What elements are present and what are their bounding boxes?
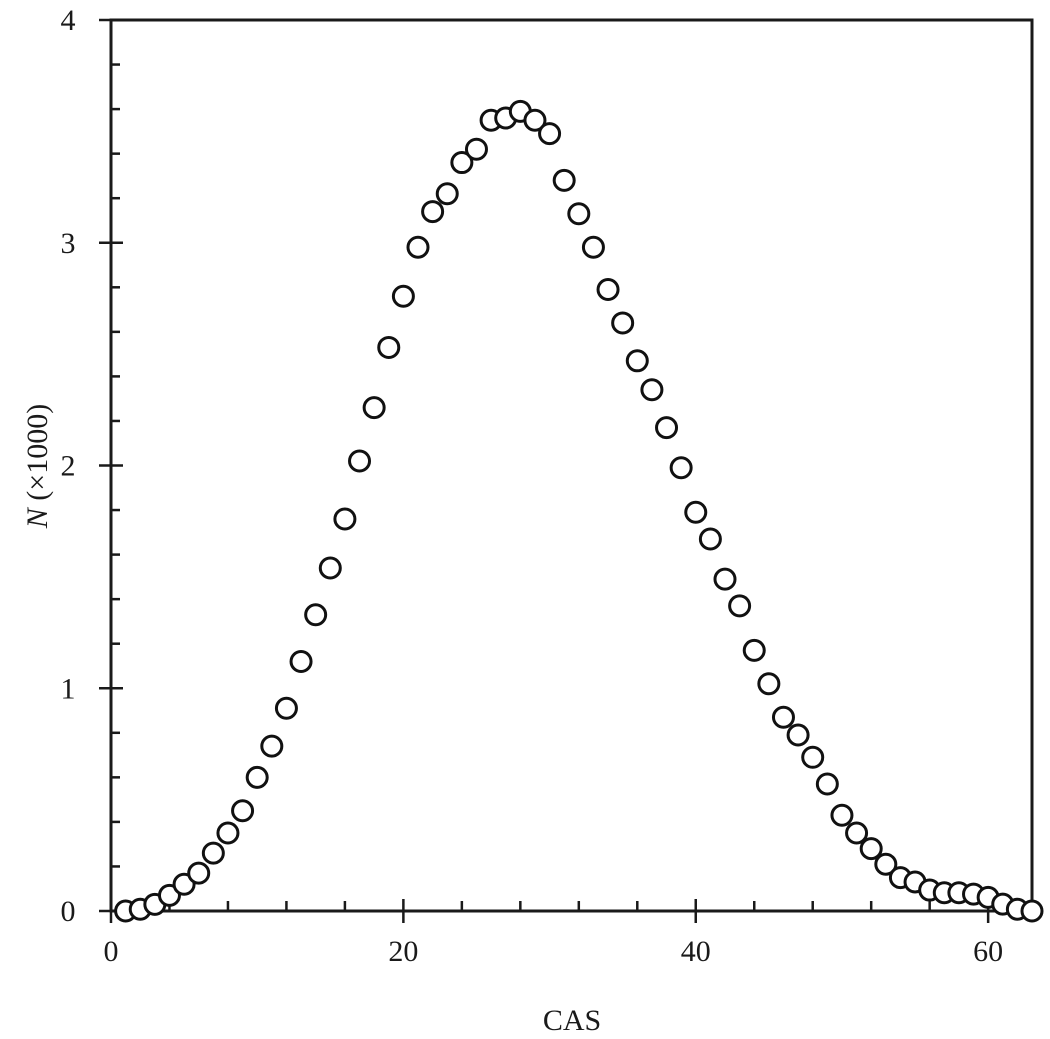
x-tick-label: 60 bbox=[973, 935, 1003, 968]
data-point-marker bbox=[669, 456, 693, 480]
y-tick-label: 2 bbox=[61, 450, 76, 483]
y-axis-title-unit: (×1000) bbox=[21, 404, 54, 508]
data-point-marker bbox=[1020, 899, 1044, 923]
data-point-marker bbox=[391, 284, 415, 308]
x-tick-label: 40 bbox=[681, 935, 711, 968]
data-point-marker bbox=[406, 235, 430, 259]
data-point-marker bbox=[874, 852, 898, 876]
data-point-marker bbox=[655, 416, 679, 440]
data-point-marker bbox=[245, 765, 269, 789]
data-point-marker bbox=[713, 567, 737, 591]
data-point-marker bbox=[611, 311, 635, 335]
y-tick-label: 4 bbox=[61, 4, 76, 37]
x-tick-label: 0 bbox=[104, 935, 119, 968]
data-point-marker bbox=[698, 527, 722, 551]
data-point-marker bbox=[728, 594, 752, 618]
y-tick-label: 1 bbox=[61, 672, 76, 705]
data-point-marker bbox=[684, 500, 708, 524]
data-point-marker bbox=[625, 349, 649, 373]
data-point-marker bbox=[830, 803, 854, 827]
data-point-marker bbox=[757, 672, 781, 696]
x-tick-label: 20 bbox=[388, 935, 418, 968]
data-point-marker bbox=[464, 137, 488, 161]
data-point-marker bbox=[435, 182, 459, 206]
data-point-marker bbox=[304, 603, 328, 627]
x-axis-ticks: 0 20 40 60 bbox=[104, 899, 1003, 968]
data-point-marker bbox=[231, 799, 255, 823]
data-point-marker bbox=[201, 841, 225, 865]
data-point-marker bbox=[742, 638, 766, 662]
data-point-marker bbox=[289, 650, 313, 674]
data-point-marker bbox=[538, 122, 562, 146]
data-point-marker bbox=[421, 200, 445, 224]
data-point-marker bbox=[348, 449, 372, 473]
data-point-marker bbox=[815, 772, 839, 796]
data-point-marker bbox=[450, 151, 474, 175]
data-point-marker bbox=[318, 556, 342, 580]
data-point-marker bbox=[596, 278, 620, 302]
data-point-marker bbox=[567, 202, 591, 226]
y-tick-label: 0 bbox=[61, 895, 76, 928]
data-point-marker bbox=[187, 861, 211, 885]
data-point-marker bbox=[801, 745, 825, 769]
data-point-marker bbox=[859, 837, 883, 861]
data-point-marker bbox=[552, 168, 576, 192]
data-point-marker bbox=[377, 335, 401, 359]
x-axis-title: CAS bbox=[543, 1004, 601, 1037]
data-point-marker bbox=[640, 378, 664, 402]
data-point-marker bbox=[333, 507, 357, 531]
data-point-marker bbox=[771, 705, 795, 729]
y-axis-title: N (×1000) bbox=[21, 404, 54, 529]
data-point-marker bbox=[216, 821, 240, 845]
y-tick-label: 3 bbox=[61, 227, 76, 260]
data-points bbox=[114, 99, 1044, 923]
data-point-marker bbox=[845, 821, 869, 845]
data-point-marker bbox=[362, 396, 386, 420]
data-point-marker bbox=[274, 696, 298, 720]
y-axis-ticks: 0 1 2 3 4 bbox=[61, 4, 123, 928]
y-axis-title-variable: N bbox=[21, 506, 54, 529]
data-point-marker bbox=[260, 734, 284, 758]
data-point-marker bbox=[581, 235, 605, 259]
data-point-marker bbox=[523, 108, 547, 132]
data-point-marker bbox=[786, 723, 810, 747]
